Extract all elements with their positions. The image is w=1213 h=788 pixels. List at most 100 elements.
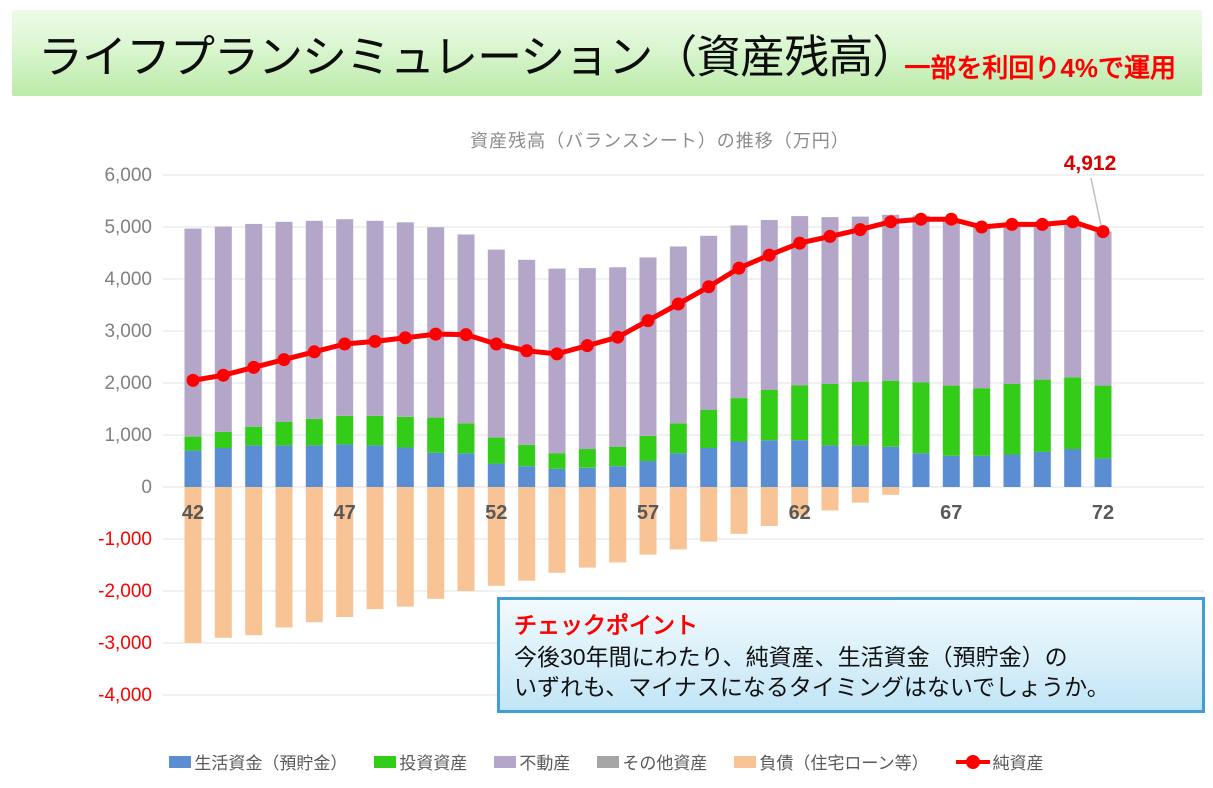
title-banner: ライフプランシミュレーション（資産残高） 一部を利回り4%で運用 xyxy=(12,10,1202,96)
bar-segment xyxy=(275,445,293,487)
chart-legend: 生活資金（預貯金） 投資資産 不動産 その他資産 負債（住宅ローン等） 純資産 xyxy=(0,749,1213,774)
net-assets-marker xyxy=(884,215,898,229)
net-assets-marker xyxy=(216,368,230,382)
bar-segment xyxy=(245,445,263,487)
bar-segment xyxy=(214,431,232,448)
checkpoint-callout: チェックポイント 今後30年間にわたり、純資産、生活資金（預貯金）の いずれも、… xyxy=(497,597,1205,713)
cash-swatch-icon xyxy=(169,755,192,768)
legend-item-liabilities: 負債（住宅ローン等） xyxy=(734,749,929,774)
bar-segment xyxy=(882,214,900,381)
debt-bar-segment xyxy=(305,487,323,623)
bar-segment xyxy=(1033,224,1051,380)
bar-segment xyxy=(973,227,991,389)
bar-segment xyxy=(609,267,627,447)
net-assets-marker xyxy=(247,360,261,374)
svg-text:57: 57 xyxy=(637,502,659,524)
svg-text:62: 62 xyxy=(789,502,811,524)
net-assets-marker xyxy=(823,229,837,243)
bar-segment xyxy=(396,447,414,487)
net-assets-marker xyxy=(489,337,503,351)
bar-segment xyxy=(912,453,930,487)
bar-segment xyxy=(578,449,596,468)
svg-text:5,000: 5,000 xyxy=(104,217,152,238)
net-assets-marker xyxy=(1035,217,1049,231)
net-assets-marker xyxy=(368,334,382,348)
bar-segment xyxy=(366,445,384,487)
net-assets-marker xyxy=(520,344,534,358)
bar-segment xyxy=(669,453,687,487)
svg-text:6,000: 6,000 xyxy=(104,165,152,186)
bar-segment xyxy=(578,467,596,487)
svg-text:0: 0 xyxy=(141,477,152,498)
debt-bar-segment xyxy=(882,487,900,495)
liabilities-swatch-icon xyxy=(734,755,757,768)
debt-bar-segment xyxy=(639,487,657,555)
bar-segment xyxy=(457,423,475,454)
debt-bar-segment xyxy=(518,487,536,581)
bar-segment xyxy=(184,228,202,437)
bar-segment xyxy=(730,398,748,442)
bar-segment xyxy=(609,466,627,487)
bar-segment xyxy=(1064,449,1082,487)
net-assets-marker xyxy=(732,261,746,275)
legend-item-investments: 投資資産 xyxy=(374,749,467,774)
net-assets-marker xyxy=(671,297,685,311)
net-assets-marker xyxy=(1066,215,1080,229)
bar-segment xyxy=(851,382,869,446)
bar-segment xyxy=(366,415,384,446)
svg-text:52: 52 xyxy=(485,502,507,524)
bar-segment xyxy=(336,219,354,416)
net-assets-marker xyxy=(186,373,200,387)
bar-segment xyxy=(214,448,232,487)
bar-segment xyxy=(275,422,293,446)
bar-segment xyxy=(548,268,566,454)
bar-segment xyxy=(518,466,536,487)
net-assets-marker xyxy=(398,331,412,345)
bar-segment xyxy=(427,452,445,487)
bar-segment xyxy=(669,246,687,424)
legend-item-cash: 生活資金（預貯金） xyxy=(169,749,347,774)
net-assets-marker xyxy=(580,339,594,353)
svg-text:4,000: 4,000 xyxy=(104,269,152,290)
net-assets-marker xyxy=(914,212,928,226)
svg-text:-4,000: -4,000 xyxy=(98,685,152,706)
debt-bar-segment xyxy=(851,487,869,503)
legend-label-other-assets: その他資産 xyxy=(622,754,708,773)
net-assets-marker xyxy=(307,345,321,359)
bar-segment xyxy=(669,423,687,454)
bar-segment xyxy=(700,235,718,410)
bar-segment xyxy=(1003,384,1021,455)
bar-segment xyxy=(578,268,596,450)
net-assets-marker xyxy=(975,220,989,234)
bar-segment xyxy=(639,461,657,487)
net-assets-marker xyxy=(1096,225,1110,239)
svg-text:72: 72 xyxy=(1092,502,1114,524)
bar-segment xyxy=(700,448,718,487)
bar-segment xyxy=(1094,385,1112,459)
bar-segment xyxy=(184,450,202,487)
bar-segment xyxy=(548,453,566,469)
annotation-last-value: 4,912 xyxy=(1064,152,1116,226)
svg-text:-1,000: -1,000 xyxy=(98,529,152,550)
net-assets-marker xyxy=(853,223,867,237)
net-assets-marker xyxy=(277,353,291,367)
bar-segment xyxy=(548,468,566,487)
bar-segment xyxy=(609,446,627,467)
bar-segment xyxy=(942,219,960,386)
stacked-bars xyxy=(184,214,1112,643)
debt-bar-segment xyxy=(730,487,748,534)
y-axis-labels: 6,000 5,000 4,000 3,000 2,000 1,000 0 -1,000 -2,… xyxy=(98,165,152,706)
bar-segment xyxy=(942,385,960,456)
legend-item-net-assets: 純資産 xyxy=(955,749,1044,774)
legend-label-investments: 投資資産 xyxy=(399,754,468,773)
svg-text:47: 47 xyxy=(334,502,356,524)
bar-segment xyxy=(1094,458,1112,487)
bar-segment xyxy=(487,437,505,464)
bar-segment xyxy=(791,385,809,441)
net-assets-marker xyxy=(1005,217,1019,231)
checkpoint-title: チェックポイント xyxy=(514,612,698,638)
net-assets-marker xyxy=(641,314,655,328)
checkpoint-text-line2: いずれも、マイナスになるタイミングはないでしょうか。 xyxy=(514,674,1110,701)
bar-segment xyxy=(427,417,445,453)
page-subtitle: 一部を利回り4%で運用 xyxy=(904,53,1176,83)
